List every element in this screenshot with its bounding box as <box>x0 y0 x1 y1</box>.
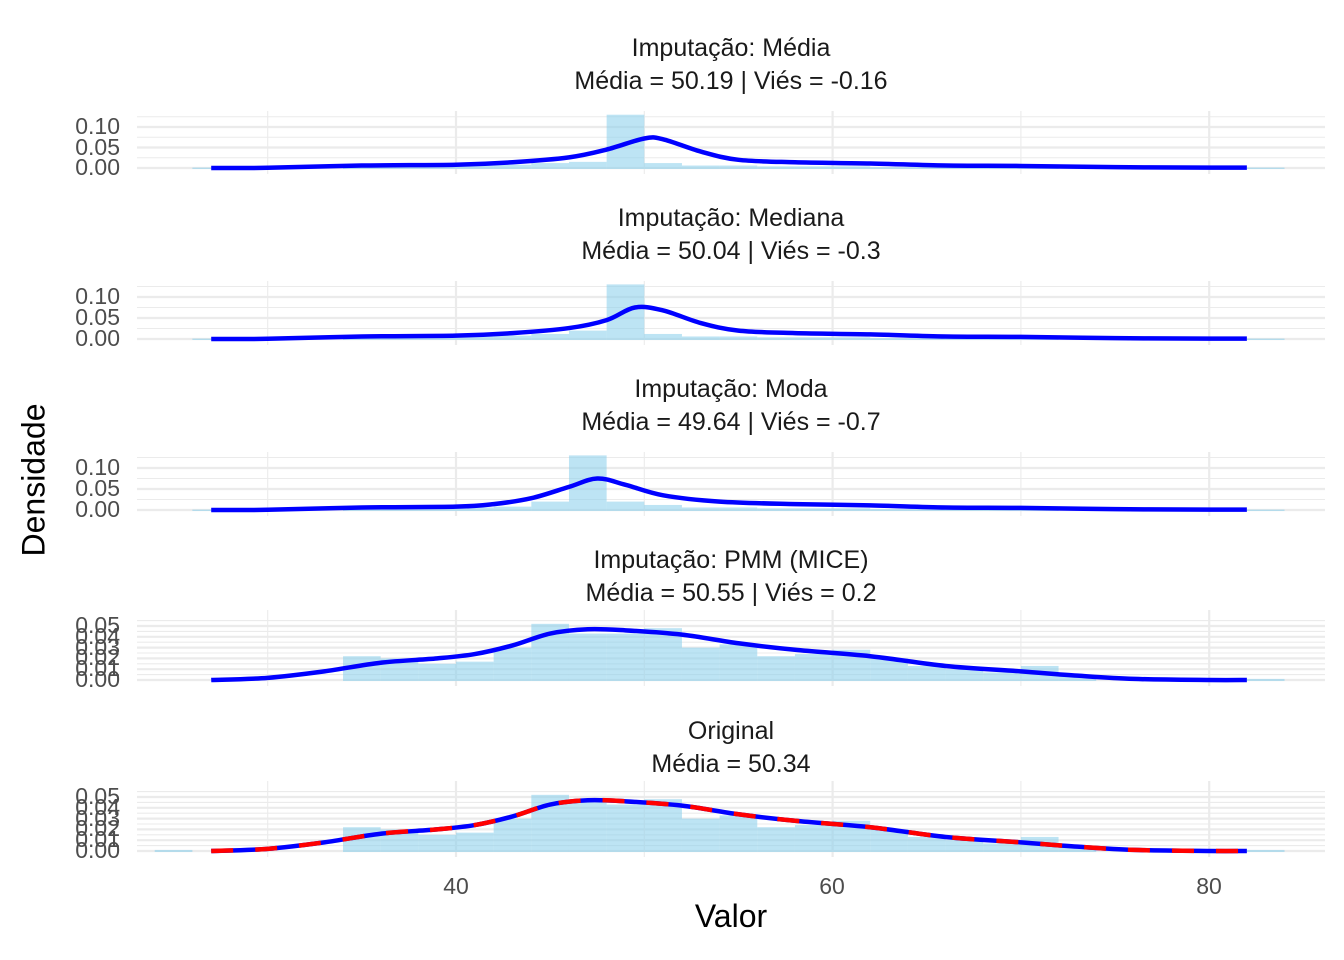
y-tick-label: 0.10 <box>75 454 120 480</box>
y-tick-label: 0.01 <box>75 826 120 853</box>
panel-title-media: Imputação: Média Média = 50.19 | Viés = … <box>137 32 1325 98</box>
x-tick-60: 60 <box>819 873 845 899</box>
facet-panel-0 <box>137 111 1325 174</box>
y-tick-label: 0.05 <box>75 304 120 330</box>
y-tick-label: 0.02 <box>75 815 120 842</box>
y-tick-label: 0.00 <box>75 666 120 692</box>
facet-panel-3 <box>137 610 1325 686</box>
panel-title-text: Imputação: Mediana <box>617 204 845 232</box>
y-tick-label: 0.05 <box>75 133 120 160</box>
y-tick-label: 0.03 <box>75 804 120 831</box>
y-tick-label: 0.00 <box>75 325 120 351</box>
panel-title-text: Imputação: Moda <box>634 375 828 403</box>
panel-subtitle-text: Média = 50.19 | Viés = -0.16 <box>574 67 888 95</box>
panel-title-text: Imputação: PMM (MICE) <box>593 546 869 574</box>
panel-subtitle-text: Média = 50.34 <box>651 750 811 778</box>
y-tick-label: 0.02 <box>75 644 120 671</box>
panel-title-text: Original <box>687 717 775 745</box>
panel-subtitle-text: Média = 50.55 | Viés = 0.2 <box>585 579 877 607</box>
y-tick-label: 0.00 <box>75 837 120 863</box>
y-tick-label: 0.04 <box>75 793 120 820</box>
y-tick-label: 0.00 <box>75 496 120 522</box>
y-tick-label: 0.10 <box>75 113 120 139</box>
facet-panel-1 <box>137 281 1325 345</box>
x-axis-label: Valor <box>694 898 768 934</box>
y-tick-label: 0.10 <box>75 283 120 309</box>
y-tick-label: 0.05 <box>75 475 120 501</box>
y-tick-label: 0.05 <box>75 612 120 638</box>
y-tick-label: 0.05 <box>75 783 120 809</box>
panel-title-pmm: Imputação: PMM (MICE) Média = 50.55 | Vi… <box>137 544 1325 610</box>
panel-title-original: Original Média = 50.34 <box>137 715 1325 781</box>
facet-panel-2 <box>137 452 1325 516</box>
x-tick-80: 80 <box>1196 873 1222 899</box>
panel-subtitle-text: Média = 50.04 | Viés = -0.3 <box>581 237 881 265</box>
facet-panel-4 <box>137 781 1325 857</box>
y-tick-label: 0.03 <box>75 633 120 660</box>
x-tick-40: 40 <box>443 873 469 899</box>
panel-title-text: Imputação: Média <box>631 34 831 62</box>
panel-title-mediana: Imputação: Mediana Média = 50.04 | Viés … <box>137 202 1325 268</box>
panel-subtitle-text: Média = 49.64 | Viés = -0.7 <box>581 408 881 436</box>
y-tick-label: 0.04 <box>75 622 120 649</box>
y-tick-label: 0.01 <box>75 655 120 682</box>
y-tick-label: 0.00 <box>75 154 120 180</box>
y-axis-label: Densidade <box>15 403 52 557</box>
panel-title-moda: Imputação: Moda Média = 49.64 | Viés = -… <box>137 373 1325 439</box>
